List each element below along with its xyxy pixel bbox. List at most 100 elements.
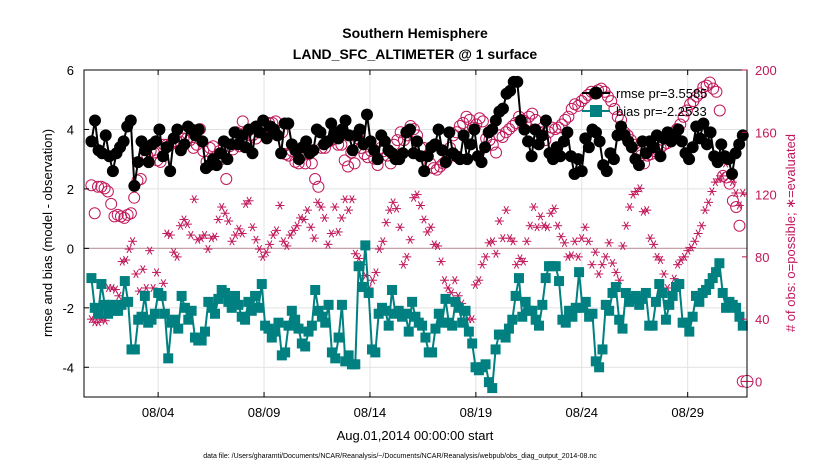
bias-point — [460, 305, 471, 316]
bias-point — [159, 308, 170, 319]
bias-point — [647, 320, 658, 331]
possible-obs-point — [91, 180, 104, 193]
possible-obs-point — [342, 160, 355, 173]
rmse-point — [210, 159, 223, 172]
evaluated-obs-point — [474, 276, 484, 285]
evaluated-obs-point — [419, 215, 429, 224]
evaluated-obs-point — [189, 195, 199, 204]
evaluated-obs-point — [621, 221, 631, 230]
bias-point — [520, 296, 531, 307]
bias-point — [220, 287, 231, 298]
rmse-point — [522, 135, 535, 148]
evaluated-obs-point — [450, 276, 460, 285]
rmse-point — [457, 129, 470, 142]
y-tick-label: -2 — [62, 301, 74, 316]
evaluated-obs-point — [265, 240, 275, 249]
bias-point — [457, 317, 468, 328]
rmse-point — [539, 114, 552, 127]
evaluated-obs-point — [481, 252, 491, 262]
evaluated-obs-point — [618, 241, 628, 251]
possible-obs-point — [575, 95, 588, 108]
rmse-point — [153, 123, 166, 136]
x-axis-ticks: 08/04 08/09 08/14 08/19 08/24 08/29 — [142, 70, 704, 420]
evaluated-obs-point — [635, 184, 645, 193]
possible-obs-point — [559, 113, 572, 126]
evaluated-obs-point — [433, 241, 443, 251]
bias-point — [410, 311, 421, 322]
evaluated-obs-point — [128, 237, 138, 246]
rmse-point — [396, 147, 409, 160]
evaluated-obs-point — [532, 223, 542, 232]
evaluated-obs-point — [470, 280, 480, 290]
evaluated-obs-point — [580, 223, 590, 232]
bias-point — [103, 308, 114, 319]
evaluated-obs-point — [590, 248, 600, 257]
bias-point — [119, 276, 130, 287]
bias-point — [383, 320, 394, 331]
bias-point — [213, 293, 224, 304]
evaluated-obs-point — [467, 314, 477, 324]
possible-obs-point — [105, 197, 118, 210]
bias-point — [116, 299, 127, 310]
rmse-point — [525, 150, 538, 163]
evaluated-obs-point — [261, 248, 271, 257]
rmse-point — [246, 147, 259, 160]
evaluated-obs-point — [241, 199, 251, 209]
evaluated-obs-point — [601, 252, 611, 262]
evaluated-obs-point — [210, 232, 220, 241]
plot-frame — [83, 69, 748, 398]
rmse-point — [464, 138, 477, 151]
rmse-point — [418, 165, 431, 178]
possible-obs-point — [677, 110, 690, 123]
y-tick-label: 6 — [67, 63, 74, 78]
y2-axis-label: # of obs: o=possible; ∗=evaluated — [783, 134, 798, 332]
evaluated-obs-point — [196, 234, 206, 243]
y-tick-label: 2 — [67, 182, 74, 197]
bias-point — [590, 356, 601, 367]
legend-bias-marker — [590, 105, 602, 117]
bias-point — [620, 287, 631, 298]
rmse-point — [160, 141, 173, 154]
evaluated-obs-point — [392, 204, 402, 213]
bias-point — [320, 317, 331, 328]
evaluated-obs-point — [278, 237, 288, 246]
possible-obs-point — [562, 110, 575, 123]
chart-subtitle: LAND_SFC_ALTIMETER @ 1 surface — [293, 46, 538, 62]
rmse-point — [518, 123, 531, 136]
evaluated-obs-point — [525, 221, 535, 230]
bias-point — [433, 308, 444, 319]
rmse-point — [536, 129, 549, 142]
bias-point — [534, 320, 545, 331]
evaluated-obs-point — [477, 260, 487, 269]
rmse-point — [142, 156, 155, 169]
rmse-point — [726, 168, 739, 181]
bias-point — [420, 332, 431, 343]
rmse-point — [443, 126, 456, 139]
evaluated-obs-point — [220, 209, 230, 218]
evaluated-obs-point — [536, 212, 546, 221]
bias-point — [286, 305, 297, 316]
bias-point — [687, 311, 698, 322]
y2-tick-label: 0 — [755, 374, 762, 389]
bias-point — [701, 284, 712, 295]
evaluated-obs-point — [309, 234, 319, 243]
evaluated-obs-point — [138, 265, 148, 274]
y2-axis-ticks: 0 40 80 120 160 200 — [742, 63, 777, 389]
evaluated-obs-point — [186, 230, 196, 240]
bias-point — [93, 308, 104, 319]
evaluated-obs-point — [546, 209, 556, 218]
bias-point — [560, 317, 571, 328]
possible-obs-point — [684, 98, 697, 111]
rmse-point — [625, 141, 638, 154]
bias-point — [373, 308, 384, 319]
bias-point — [463, 326, 474, 337]
bias-point — [634, 299, 645, 310]
bias-point — [179, 302, 190, 313]
rmse-point — [697, 117, 710, 130]
bias-point — [210, 308, 221, 319]
evaluated-obs-point — [625, 202, 635, 212]
bias-point — [607, 287, 618, 298]
bias-point — [417, 320, 428, 331]
evaluated-obs-point — [402, 252, 412, 262]
